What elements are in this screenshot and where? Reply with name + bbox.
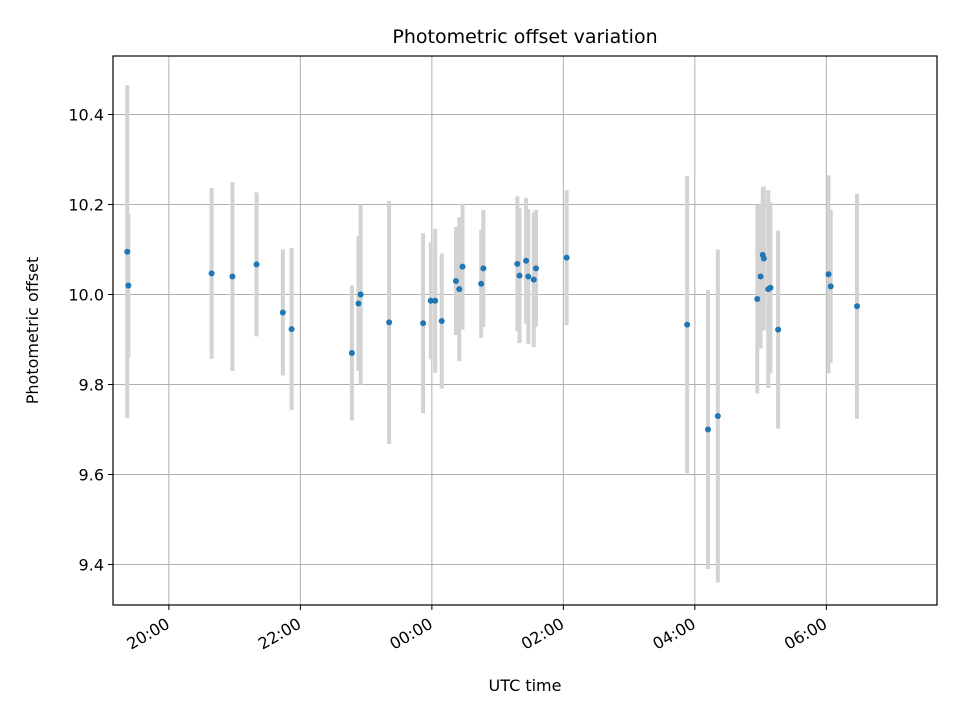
- y-tick-label: 9.4: [79, 556, 104, 575]
- data-point: [432, 297, 439, 304]
- data-point: [760, 255, 767, 262]
- data-point: [684, 321, 691, 328]
- data-point: [229, 273, 236, 280]
- data-point: [714, 413, 721, 419]
- data-point: [357, 291, 364, 298]
- plot-frame: [112, 55, 938, 606]
- y-tick-label: 10.2: [68, 196, 104, 215]
- data-point: [854, 303, 861, 310]
- data-point: [427, 297, 434, 304]
- data-point: [279, 309, 286, 316]
- data-point: [288, 326, 295, 333]
- data-point: [478, 280, 485, 287]
- data-points: [124, 248, 861, 433]
- data-point: [532, 265, 539, 272]
- data-point: [514, 260, 521, 267]
- data-point: [124, 248, 131, 255]
- data-point: [125, 282, 132, 289]
- x-axis-title: UTC time: [489, 676, 562, 695]
- y-tick-label: 9.6: [79, 466, 104, 485]
- y-axis-title: Photometric offset: [23, 257, 42, 405]
- data-point: [452, 278, 459, 284]
- data-point: [208, 270, 215, 277]
- data-point: [530, 276, 537, 283]
- data-point: [704, 426, 711, 433]
- y-tick-label: 10.0: [68, 286, 104, 305]
- data-point: [459, 263, 466, 270]
- y-tick-label: 9.8: [79, 376, 104, 395]
- data-point: [775, 326, 782, 333]
- chart-title: Photometric offset variation: [392, 26, 657, 48]
- data-point: [420, 320, 427, 327]
- data-point: [827, 283, 834, 290]
- grid: [113, 56, 937, 605]
- data-point: [754, 296, 761, 302]
- data-point: [253, 261, 260, 268]
- data-point: [767, 284, 774, 291]
- data-point: [525, 273, 532, 280]
- data-point: [757, 273, 764, 280]
- data-point: [355, 300, 362, 307]
- data-point: [386, 319, 393, 326]
- data-point: [825, 271, 832, 278]
- data-point: [523, 257, 530, 264]
- data-point: [456, 286, 463, 293]
- data-point: [438, 318, 445, 325]
- y-tick-label: 10.4: [68, 106, 104, 125]
- data-point: [516, 272, 523, 279]
- data-point: [480, 265, 487, 272]
- data-point: [348, 350, 355, 356]
- data-point: [563, 254, 570, 261]
- y-axis-ticks: 9.4 9.6 9.8 10.0 10.2 10.4: [68, 106, 113, 575]
